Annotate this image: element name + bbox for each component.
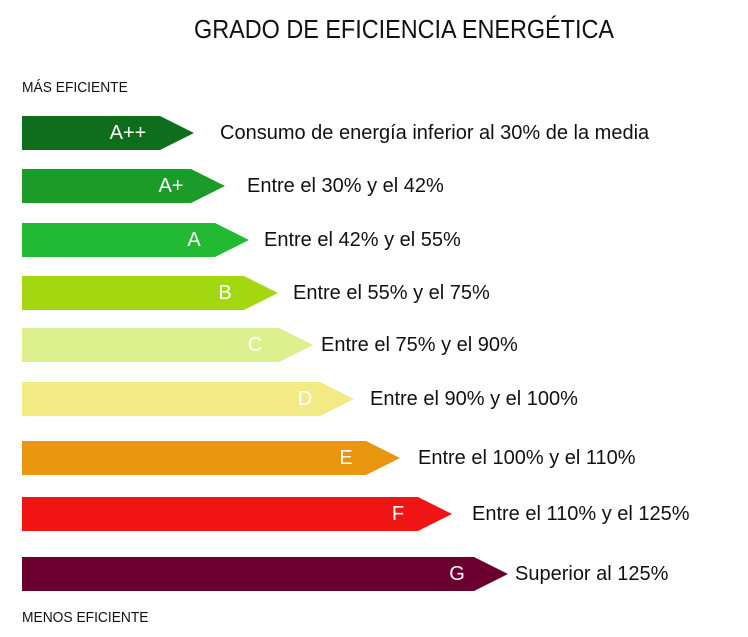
rating-grade-d: D (275, 382, 335, 416)
rating-grade-f: F (368, 497, 428, 531)
page-title: GRADO DE EFICIENCIA ENERGÉTICA (40, 14, 748, 45)
most-efficient-label: MÁS EFICIENTE (22, 79, 128, 96)
rating-description-ap: Entre el 30% y el 42% (247, 169, 444, 203)
rating-grade-c: C (225, 328, 285, 362)
rating-description-d: Entre el 90% y el 100% (370, 382, 578, 416)
rating-description-g: Superior al 125% (515, 557, 668, 591)
rating-row-ap: A+ Entre el 30% y el 42% (22, 169, 748, 203)
rating-row-b: B Entre el 55% y el 75% (22, 276, 748, 310)
rating-grade-e: E (316, 441, 376, 475)
rating-description-e: Entre el 100% y el 110% (418, 441, 636, 475)
rating-grade-b: B (195, 276, 255, 310)
rating-row-app: A++ Consumo de energía inferior al 30% d… (22, 116, 740, 150)
rating-grade-ap: A+ (141, 169, 201, 203)
rating-description-app: Consumo de energía inferior al 30% de la… (220, 116, 649, 150)
rating-description-c: Entre el 75% y el 90% (321, 328, 518, 362)
rating-description-a: Entre el 42% y el 55% (264, 223, 461, 257)
rating-row-c: C Entre el 75% y el 90% (22, 328, 748, 362)
rating-row-g: G Superior al 125% (22, 557, 748, 591)
rating-grade-a: A (164, 223, 224, 257)
rating-grade-app: A++ (98, 116, 158, 150)
rating-row-d: D Entre el 90% y el 100% (22, 382, 748, 416)
rating-row-a: A Entre el 42% y el 55% (22, 223, 748, 257)
least-efficient-label: MENOS EFICIENTE (22, 609, 149, 626)
rating-row-e: E Entre el 100% y el 110% (22, 441, 748, 475)
rating-description-f: Entre el 110% y el 125% (472, 497, 690, 531)
rating-row-f: F Entre el 110% y el 125% (22, 497, 748, 531)
rating-grade-g: G (427, 557, 487, 591)
rating-description-b: Entre el 55% y el 75% (293, 276, 490, 310)
